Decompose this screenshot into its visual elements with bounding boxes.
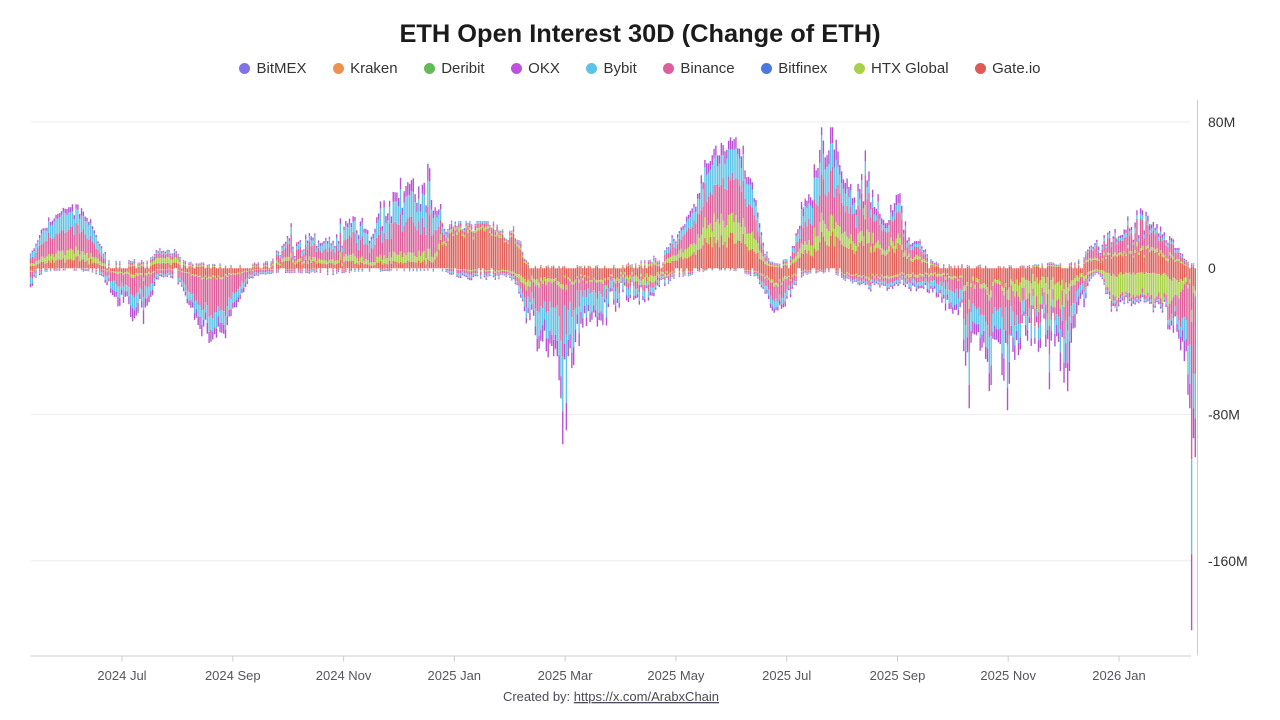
svg-text:2025 Sep: 2025 Sep [870, 668, 926, 683]
svg-text:80M: 80M [1208, 114, 1235, 130]
svg-text:2025 Jul: 2025 Jul [762, 668, 811, 683]
svg-text:Created by: https://x.com/Arab: Created by: https://x.com/ArabxChain [503, 689, 719, 704]
svg-text:-80M: -80M [1208, 407, 1240, 423]
svg-text:2024 Nov: 2024 Nov [316, 668, 372, 683]
svg-text:2025 Mar: 2025 Mar [538, 668, 594, 683]
svg-text:2025 Jan: 2025 Jan [428, 668, 482, 683]
svg-text:-160M: -160M [1208, 553, 1248, 569]
svg-text:2026 Jan: 2026 Jan [1092, 668, 1146, 683]
svg-text:2025 Nov: 2025 Nov [980, 668, 1036, 683]
svg-text:2025 May: 2025 May [647, 668, 705, 683]
svg-text:2024 Sep: 2024 Sep [205, 668, 261, 683]
svg-text:2024 Jul: 2024 Jul [97, 668, 146, 683]
svg-text:0: 0 [1208, 260, 1216, 276]
